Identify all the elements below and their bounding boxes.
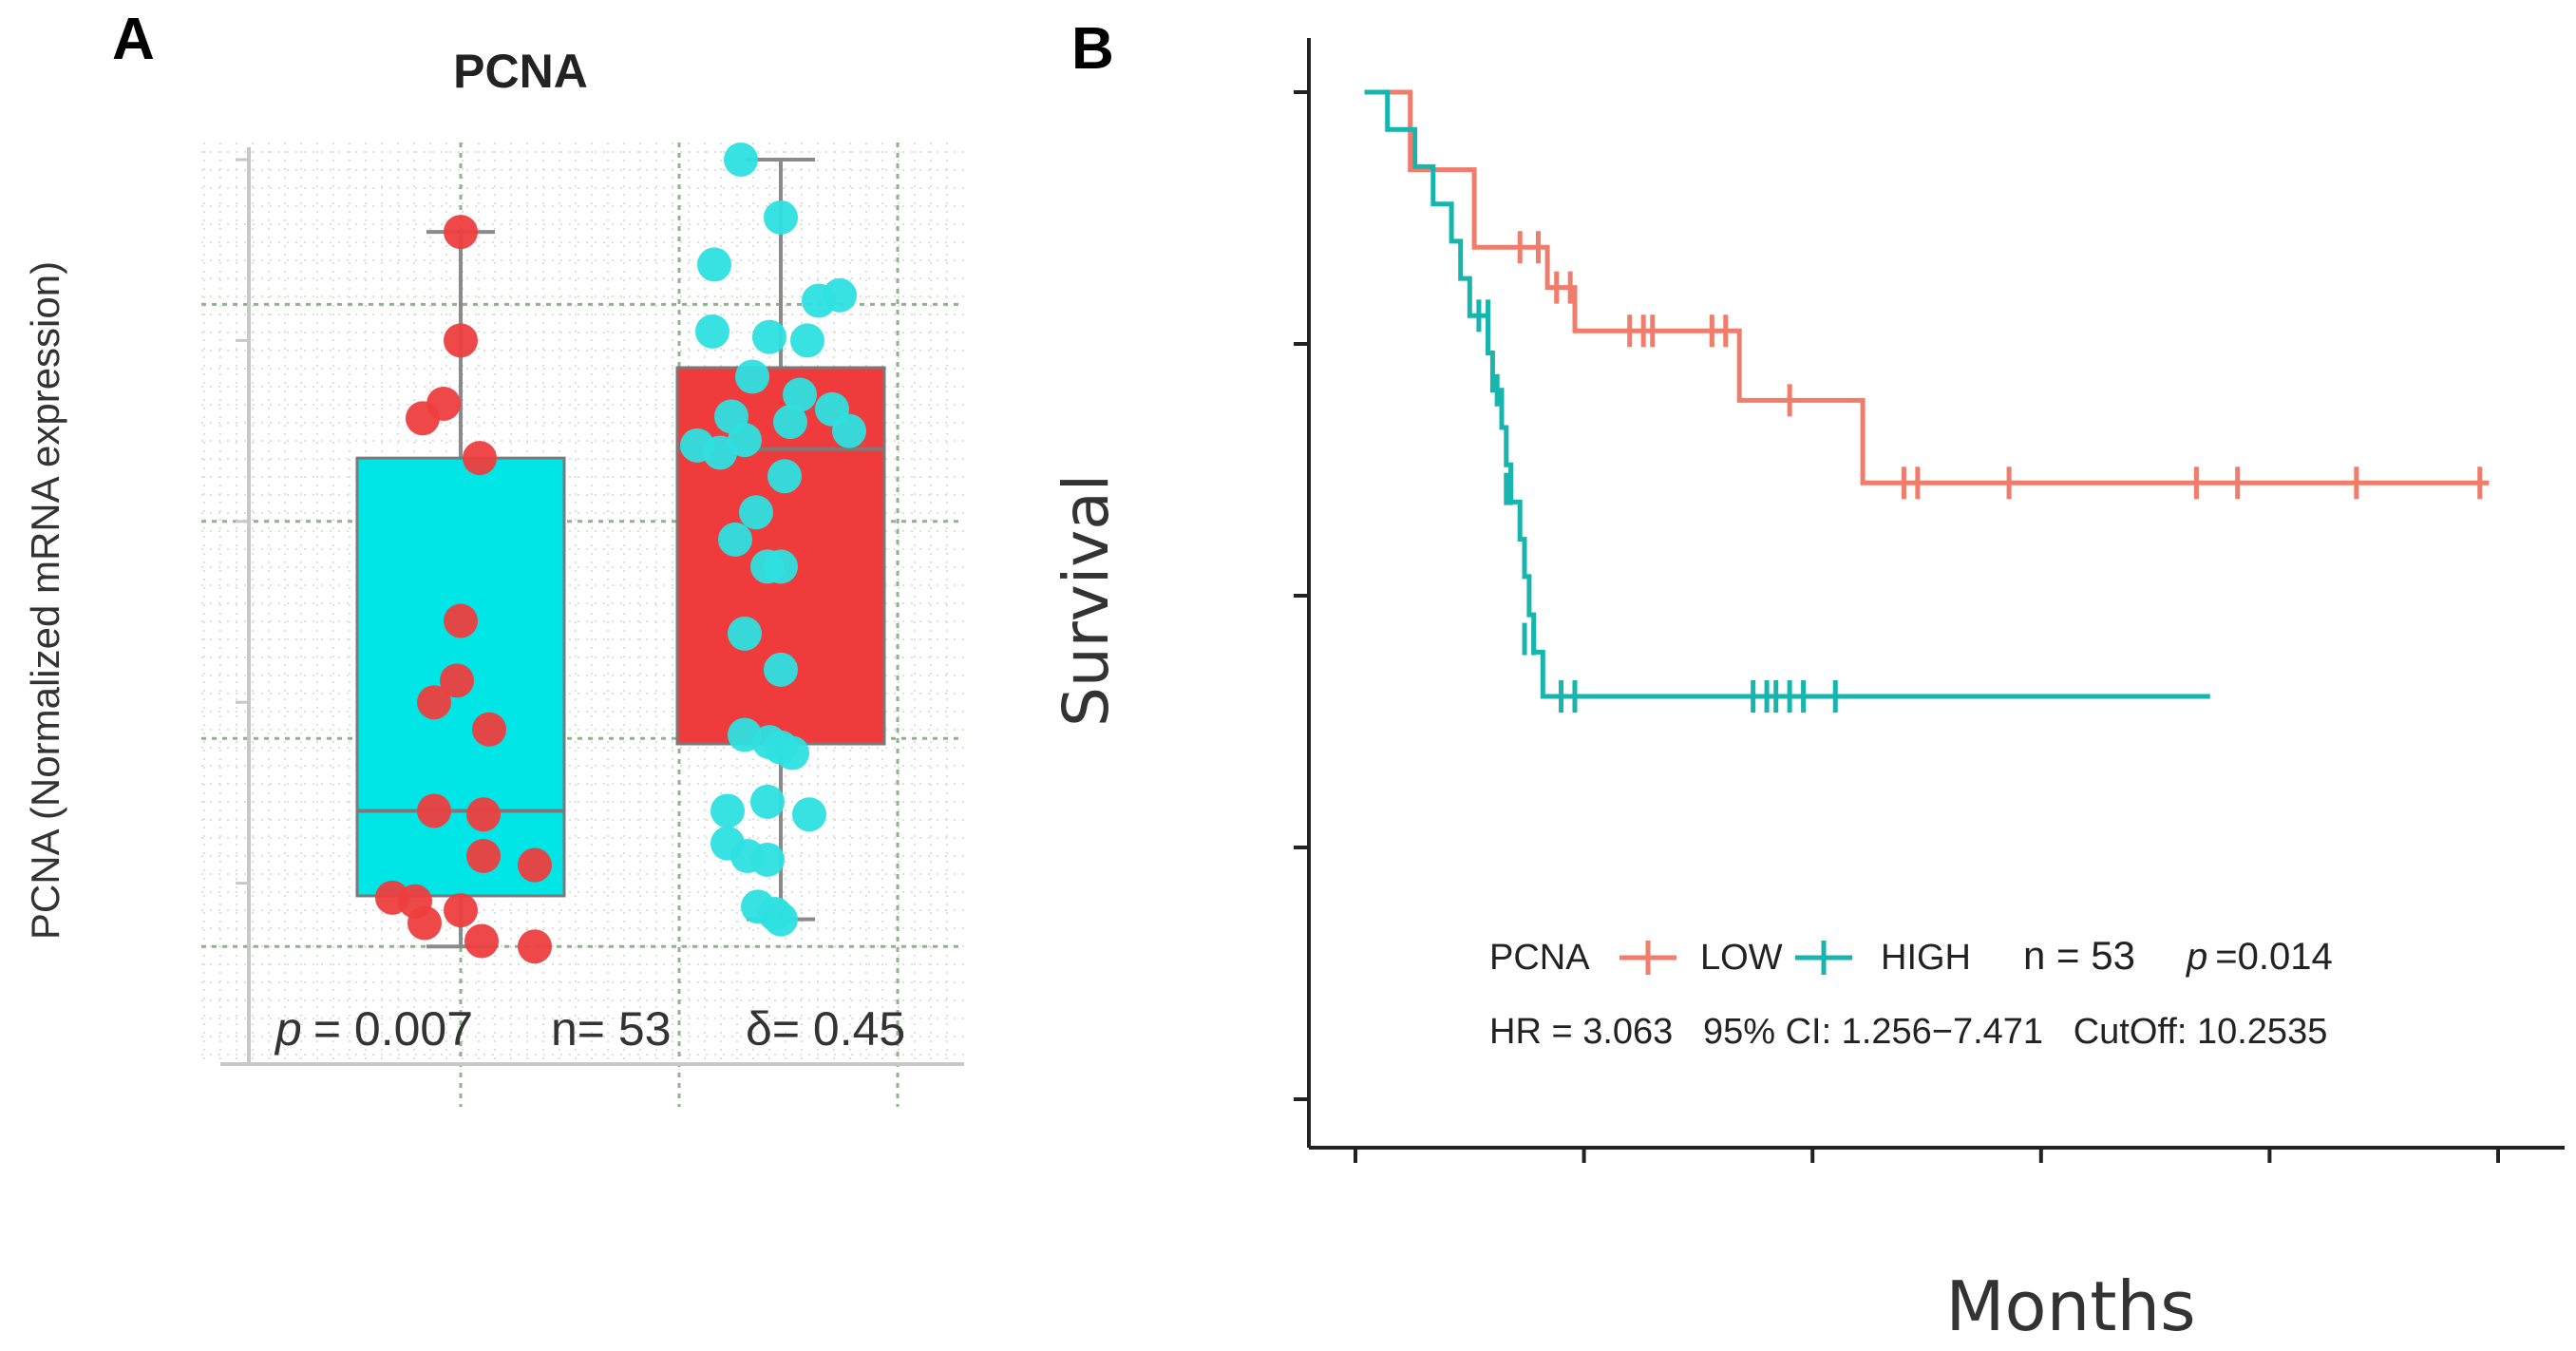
p-value: = 0.007 [313,1002,473,1056]
data-point-meta [718,522,752,557]
data-point-non-meta [444,323,478,358]
data-point-meta [724,143,758,177]
box-plot-title: PCNA [453,45,588,98]
data-point-non-meta [407,905,442,941]
data-point-meta [764,200,798,235]
data-point-meta [764,652,798,687]
panel-b: B Survival Months PCNA LOW HIGH n = 53 p… [1050,16,2565,1346]
data-point-non-meta [464,923,499,959]
data-point-meta [710,793,745,828]
data-point-meta [735,359,769,394]
panel-a: A PCNA PCNA (Normalized mRNA expression)… [23,7,964,1107]
legend-low-label: LOW [1700,938,1783,978]
data-point-non-meta [518,847,552,883]
km-legend: PCNA LOW HIGH n = 53 p =0.014 HR = 3.063 … [1489,933,2333,1052]
stats-line: HR = 3.063 95% CI: 1.256−7.471 CutOff: 1… [1489,1012,2327,1052]
p-symbol: p [274,1002,302,1056]
data-point-meta [750,784,785,819]
panel-label-b: B [1071,16,1114,82]
data-point-non-meta [466,797,501,832]
data-point-meta [767,459,802,494]
km-ylabel: Survival [1050,474,1123,727]
data-point-meta [728,616,762,651]
data-point-meta [695,314,729,349]
legend-high-label: HIGH [1881,938,1971,978]
data-point-non-meta [463,441,497,476]
data-point-meta [792,797,826,832]
data-point-non-meta [417,685,451,720]
box-plot-stats: p = 0.007 [274,1002,473,1056]
data-point-meta [775,735,809,771]
data-point-non-meta [472,712,506,747]
data-point-non-meta [440,663,474,698]
data-point-non-meta [444,893,478,928]
box-plot-y-ticks [236,158,249,1066]
data-point-meta [790,323,824,358]
data-point-meta [802,283,836,318]
legend-n: n = 53 [2023,933,2135,978]
legend-title: PCNA [1489,938,1590,978]
data-point-non-meta [406,401,440,436]
box-plot-points [375,143,866,964]
km-y-ticks [1294,90,1309,1101]
legend-p: p =0.014 [2186,936,2333,978]
data-point-non-meta [518,929,552,964]
km-x-ticks [1354,1148,2500,1163]
n-value: n= 53 [551,1002,672,1056]
km-curve-low [1364,89,2490,485]
data-point-non-meta [444,215,478,250]
data-point-meta [752,319,786,354]
legend-p-value: =0.014 [2215,936,2332,978]
km-xlabel: Months [1945,1266,2195,1346]
data-point-meta [764,902,798,937]
data-point-meta [773,405,807,440]
data-point-non-meta [466,839,501,874]
legend-p-symbol: p [2186,936,2207,978]
data-point-meta [697,247,731,282]
data-point-meta [783,377,817,412]
data-point-non-meta [417,793,451,828]
box-plot-ylabel: PCNA (Normalized mRNA expression) [23,261,67,940]
km-curves [1364,89,2490,713]
data-point-meta [750,549,785,584]
data-point-non-meta [444,603,478,638]
panel-label-a: A [112,7,155,72]
data-point-meta [832,413,866,448]
data-point-meta [739,495,773,530]
delta-value: δ= 0.45 [746,1002,905,1056]
data-point-meta [750,842,785,877]
data-point-meta [703,435,737,470]
